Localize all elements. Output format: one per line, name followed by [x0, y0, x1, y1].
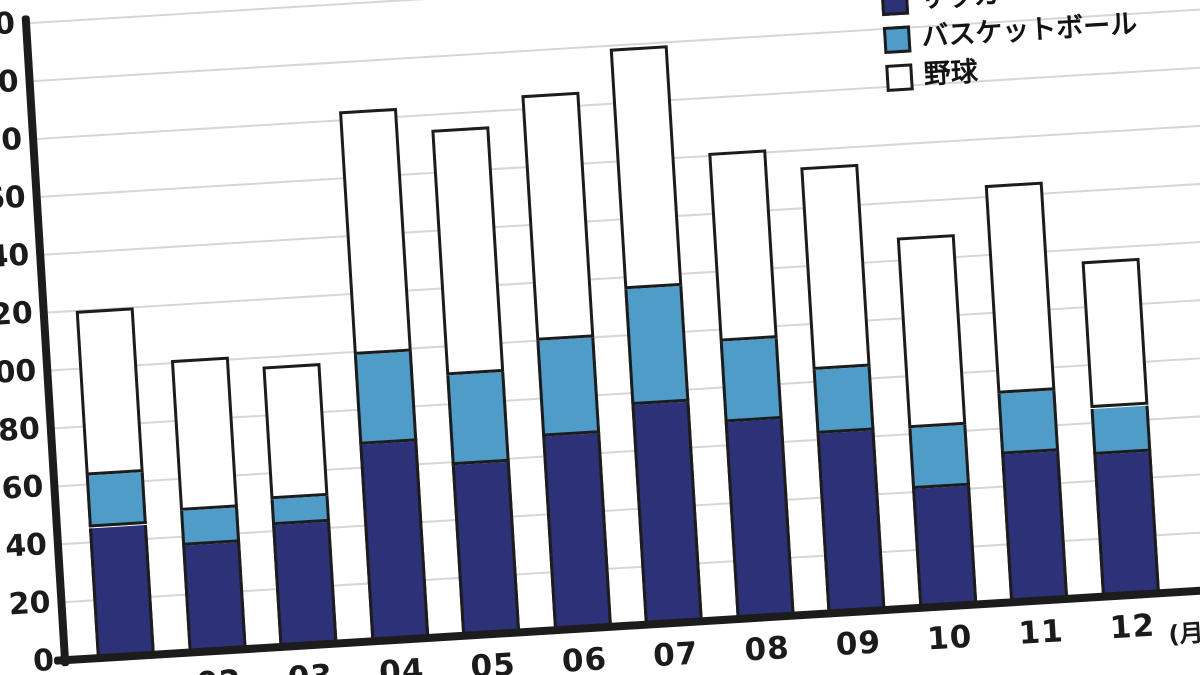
- bar-segment-11-basketball: [997, 390, 1060, 455]
- bar-segment-11-soccer: [1001, 451, 1069, 603]
- bar-segment-02-soccer: [181, 541, 247, 653]
- bar-segment-01-basketball: [85, 472, 147, 528]
- x-axis-tick-label: 09: [834, 624, 883, 664]
- x-axis-tick-label: 10: [926, 618, 974, 658]
- y-axis-tick-label: 140: [0, 237, 31, 277]
- bar-segment-10-soccer: [911, 485, 977, 608]
- bar-segment-12-baseball: [1081, 257, 1148, 409]
- y-axis-tick-label: 200: [0, 63, 20, 103]
- legend-item-baseball: 野球: [885, 47, 1140, 92]
- bar-segment-01-soccer: [88, 524, 155, 659]
- y-axis-tick-label: 100: [0, 353, 38, 393]
- y-axis-tick-label: 120: [0, 295, 34, 335]
- bar-segment-12-basketball: [1090, 405, 1151, 455]
- bar-segment-05-basketball: [446, 371, 510, 466]
- legend-swatch-basketball: [882, 24, 912, 54]
- bar-segment-02-basketball: [179, 507, 240, 546]
- bar-segment-06-baseball: [520, 91, 594, 341]
- x-axis-tick-label: 01: [104, 669, 151, 675]
- bar-segment-07-baseball: [609, 45, 683, 289]
- x-axis-tick-label: 04: [378, 652, 426, 675]
- x-axis-tick-label: 03: [287, 658, 334, 675]
- legend: サッカーバスケットボール野球: [880, 0, 1140, 93]
- y-axis-tick-label: 0: [32, 642, 56, 675]
- bar-segment-06-basketball: [535, 337, 600, 437]
- bar-segment-10-basketball: [907, 424, 970, 490]
- bar-segment-04-basketball: [353, 351, 417, 445]
- bar-segment-03-soccer: [272, 521, 338, 648]
- y-axis-tick-label: 60: [0, 469, 45, 507]
- bar-segment-08-soccer: [724, 418, 795, 620]
- legend-label: サッカー: [918, 0, 1028, 15]
- y-axis-tick-label: 20: [7, 584, 52, 623]
- x-axis-tick-label: 05: [469, 646, 517, 675]
- legend-swatch-baseball: [885, 62, 914, 92]
- y-axis-tick-label: 180: [0, 121, 24, 161]
- bar-segment-03-basketball: [270, 495, 331, 526]
- x-axis-unit-label: (月): [1167, 617, 1200, 649]
- bar-segment-07-soccer: [631, 401, 703, 625]
- legend-label: 野球: [922, 56, 979, 91]
- bar-segment-08-baseball: [707, 149, 778, 342]
- x-axis-tick-label: 07: [652, 635, 700, 675]
- bar-segment-06-soccer: [541, 432, 612, 631]
- bar-segment-02-baseball: [170, 356, 238, 511]
- bar-segment-03-baseball: [262, 362, 329, 500]
- legend-label: バスケットボール: [920, 8, 1139, 53]
- x-axis-tick-label: 06: [560, 641, 609, 675]
- legend-item-basketball: バスケットボール: [882, 8, 1139, 55]
- bar-segment-04-soccer: [358, 441, 429, 642]
- y-axis-tick-label: 80: [0, 411, 41, 449]
- bar-segment-09-basketball: [812, 366, 875, 435]
- bar-segment-01-baseball: [75, 307, 144, 476]
- bar-segment-05-baseball: [431, 125, 505, 376]
- x-axis-tick-label: 08: [743, 629, 791, 669]
- bar-segment-04-baseball: [338, 108, 412, 355]
- bar-segment-11-baseball: [984, 181, 1056, 394]
- x-axis-tick-label: 12: [1108, 607, 1157, 647]
- bar-segment-09-baseball: [800, 164, 871, 371]
- bar-segment-07-basketball: [624, 285, 690, 405]
- x-axis-tick-label: 02: [196, 663, 243, 675]
- y-axis-tick-label: 160: [0, 179, 27, 219]
- y-axis-tick-label: 40: [4, 527, 48, 565]
- bar-segment-10-baseball: [896, 233, 966, 429]
- bar-segment-05-soccer: [451, 461, 521, 636]
- x-axis-tick-label: 11: [1017, 613, 1065, 652]
- bar-segment-08-basketball: [719, 337, 783, 423]
- bar-segment-12-soccer: [1092, 451, 1160, 597]
- y-axis-line: [21, 15, 70, 667]
- bar-segment-09-soccer: [816, 430, 886, 614]
- legend-swatch-soccer: [880, 0, 910, 16]
- y-axis-tick-label: 220: [0, 6, 17, 45]
